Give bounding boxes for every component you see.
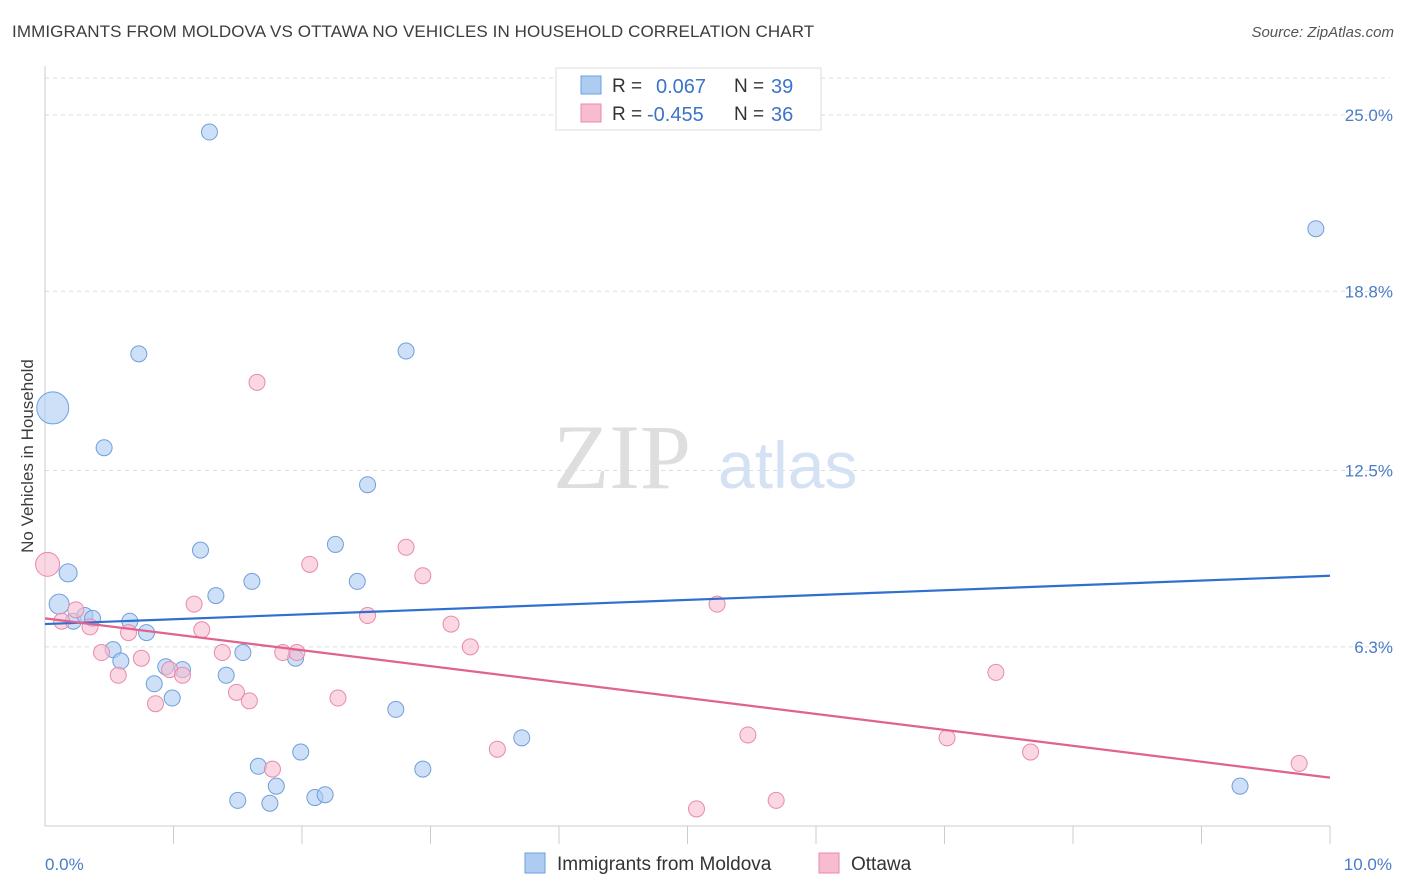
moldova-point: [130, 345, 148, 363]
ottawa-point: [213, 644, 231, 662]
ottawa-point: [329, 689, 347, 707]
ottawa-point: [109, 666, 127, 684]
moldova-point: [95, 439, 113, 457]
series-label-moldova: Immigrants from Moldova: [557, 854, 772, 875]
legend-n-label-ottawa: N =: [734, 104, 764, 125]
ottawa-point: [193, 621, 211, 639]
moldova-point: [387, 700, 405, 718]
moldova-point: [292, 743, 310, 761]
moldova-point: [58, 563, 78, 583]
ottawa-trend-line: [44, 617, 1331, 779]
ottawa-point: [414, 567, 432, 585]
ottawa-point: [987, 663, 1005, 681]
y-axis-label: No Vehicles in Household: [18, 359, 37, 553]
moldova-point: [348, 572, 366, 590]
legend-r-value-moldova: 0.067: [656, 76, 706, 98]
moldova-point: [513, 729, 531, 747]
moldova-point: [48, 593, 70, 615]
ottawa-point: [767, 791, 785, 809]
x-tick-label: 10.0%: [1344, 855, 1392, 874]
axes: [44, 66, 1331, 844]
moldova-point: [207, 587, 225, 605]
legend-swatch-ottawa: [580, 103, 602, 123]
moldova-point: [191, 541, 209, 559]
ottawa-point: [708, 595, 726, 613]
ottawa-point: [1022, 743, 1040, 761]
moldova-point: [326, 535, 344, 553]
series-legend: Immigrants from Moldova Ottawa: [524, 852, 912, 875]
ottawa-point: [248, 373, 266, 391]
series-label-ottawa: Ottawa: [851, 854, 912, 875]
legend-n-value-ottawa: 36: [771, 104, 793, 126]
ottawa-point: [240, 692, 258, 710]
legend-r-label-ottawa: R =: [612, 104, 642, 125]
ottawa-point: [442, 615, 460, 633]
legend-r-label-moldova: R =: [612, 76, 642, 97]
ottawa-point: [132, 649, 150, 667]
moldova-point: [261, 794, 279, 812]
series-swatch-ottawa: [818, 852, 840, 874]
y-tick-label: 6.3%: [1354, 638, 1393, 657]
trend-lines: [44, 574, 1331, 779]
legend-swatch-moldova: [580, 75, 602, 95]
watermark-atlas: atlas: [718, 428, 857, 502]
moldova-point: [200, 123, 218, 141]
ottawa-point: [67, 601, 85, 619]
ottawa-point: [173, 666, 191, 684]
watermark-zip: ZIP: [553, 406, 691, 508]
moldova-point: [316, 786, 334, 804]
moldova-point: [163, 689, 181, 707]
moldova-point: [36, 391, 70, 425]
moldova-trend-line: [44, 574, 1331, 626]
ottawa-point: [35, 551, 61, 577]
moldova-point: [145, 675, 163, 693]
watermark: ZIP atlas: [553, 406, 857, 508]
ottawa-point: [227, 683, 245, 701]
moldova-point: [112, 652, 130, 670]
y-tick-labels: 6.3% 12.5% 18.8% 25.0%: [1345, 106, 1393, 657]
moldova-point: [217, 666, 235, 684]
moldova-point: [234, 644, 252, 662]
y-tick-label: 18.8%: [1345, 282, 1393, 301]
data-points: [35, 123, 1325, 818]
series-swatch-moldova: [524, 852, 546, 874]
ottawa-point: [263, 760, 281, 778]
legend-r-value-ottawa: -0.455: [647, 104, 704, 126]
y-tick-label: 25.0%: [1345, 106, 1393, 125]
y-tick-label: 12.5%: [1345, 461, 1393, 480]
ottawa-point: [461, 638, 479, 656]
gridlines: [45, 77, 1390, 648]
ottawa-point: [687, 800, 705, 818]
moldova-point: [1231, 777, 1249, 795]
ottawa-point: [397, 538, 415, 556]
ottawa-point: [739, 726, 757, 744]
ottawa-point: [301, 555, 319, 573]
ottawa-point: [147, 695, 165, 713]
chart-source: Source: ZipAtlas.com: [1251, 24, 1394, 41]
moldova-point: [229, 791, 247, 809]
ottawa-point: [185, 595, 203, 613]
moldova-point: [249, 757, 267, 775]
ottawa-point: [93, 644, 111, 662]
ottawa-point: [488, 740, 506, 758]
stats-legend: R = 0.067 N = 39 R = -0.455 N = 36: [555, 67, 822, 131]
ottawa-point: [1290, 754, 1308, 772]
ottawa-point: [359, 607, 377, 625]
moldova-point: [243, 572, 261, 590]
x-tick-labels: 0.0% 10.0%: [45, 855, 1392, 874]
moldova-point: [267, 777, 285, 795]
moldova-point: [1307, 220, 1325, 238]
x-tick-label: 0.0%: [45, 855, 84, 874]
chart-title: IMMIGRANTS FROM MOLDOVA VS OTTAWA NO VEH…: [12, 22, 815, 41]
moldova-point: [414, 760, 432, 778]
legend-n-value-moldova: 39: [771, 76, 793, 98]
ottawa-point: [288, 644, 306, 662]
legend-n-label-moldova: N =: [734, 76, 764, 97]
moldova-point: [397, 342, 415, 360]
moldova-point: [359, 476, 377, 494]
ottawa-point: [938, 729, 956, 747]
